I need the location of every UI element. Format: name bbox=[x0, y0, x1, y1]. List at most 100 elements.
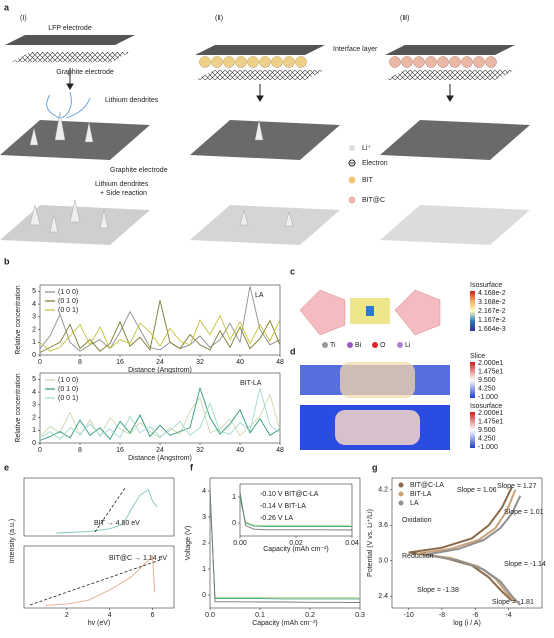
y-tick-label: 2 bbox=[32, 326, 36, 333]
x-tick-label: 48 bbox=[276, 359, 284, 366]
series-line bbox=[39, 388, 281, 440]
tangent bbox=[94, 487, 126, 533]
series-line bbox=[39, 314, 281, 352]
y-tick-label: 0 bbox=[202, 592, 206, 599]
x-axis-label: Capacity (mAh cm⁻²) bbox=[252, 620, 318, 627]
label: LFP electrode bbox=[48, 25, 92, 32]
label: Lithium dendrites bbox=[95, 181, 149, 188]
annotation: Oxidation bbox=[402, 517, 432, 524]
series-line bbox=[39, 286, 281, 352]
x-tick-label: -8 bbox=[439, 612, 445, 619]
column-label: (Ⅰ) bbox=[20, 15, 27, 22]
annotation: -0.26 V LA bbox=[260, 515, 293, 522]
annotation: Slope = 1.01 bbox=[504, 509, 544, 516]
x-tick-label: 8 bbox=[78, 359, 82, 366]
interface-particles bbox=[199, 56, 497, 68]
panel-letter: e bbox=[4, 462, 9, 472]
plot-frame bbox=[23, 477, 175, 537]
x-tick-label: 40 bbox=[236, 447, 244, 454]
colorbar-label: 1.475e1 bbox=[478, 368, 503, 375]
y-axis-label: Voltage (V) bbox=[185, 526, 192, 561]
colorbar-label: 1.475e1 bbox=[478, 418, 503, 425]
series-line bbox=[45, 555, 156, 606]
annotation: BIT → 4.60 eV bbox=[94, 520, 140, 527]
colorbar-label: 4.168e-2 bbox=[478, 290, 506, 297]
bit-particle bbox=[271, 56, 283, 68]
panel-letter: a bbox=[4, 2, 10, 12]
x-tick-label: 6 bbox=[151, 612, 155, 619]
x-axis-label: Capacity (mAh cm⁻²) bbox=[263, 546, 329, 553]
y-tick-label: 3.6 bbox=[378, 522, 388, 529]
panel-letter: b bbox=[4, 256, 10, 266]
anode-layers bbox=[0, 91, 530, 245]
legend-label: LA bbox=[410, 500, 419, 507]
y-tick-label: 1 bbox=[202, 566, 206, 573]
atom-label: O bbox=[380, 342, 386, 349]
tangent bbox=[29, 559, 161, 606]
annotation: -0.10 V BIT@C-LA bbox=[260, 491, 319, 498]
legend-label: BIT@C-LA bbox=[410, 482, 444, 489]
legend-label: (0 1 0) bbox=[58, 386, 78, 393]
bitc-particle bbox=[485, 56, 497, 68]
y-tick-label: 1 bbox=[32, 427, 36, 434]
legend-label: Electron bbox=[362, 160, 388, 167]
bitc-particle bbox=[413, 56, 425, 68]
y-tick-label: 0 bbox=[32, 440, 36, 447]
colorbar-label: 2.000e1 bbox=[478, 360, 503, 367]
bit-particle bbox=[259, 56, 271, 68]
bit-particle bbox=[223, 56, 235, 68]
annotation: Slope = 1.27 bbox=[497, 483, 537, 490]
bitc-particle bbox=[449, 56, 461, 68]
series-line bbox=[39, 300, 281, 353]
legend-label: (0 1 0) bbox=[58, 298, 78, 305]
x-tick-label: 0.3 bbox=[355, 612, 365, 619]
series-line bbox=[408, 486, 513, 602]
colorbar-label: 2.167e-2 bbox=[478, 308, 506, 315]
x-tick-label: 0.02 bbox=[289, 540, 303, 547]
plot-frame bbox=[39, 372, 281, 444]
annotation: Slope = 1.06 bbox=[457, 487, 497, 494]
legend-label: (0 0 1) bbox=[58, 395, 78, 402]
y-tick-label: 3 bbox=[32, 314, 36, 321]
x-tick-label: 0 bbox=[38, 359, 42, 366]
colorbar-label: -1.000 bbox=[478, 444, 498, 451]
colorbar-title: Isosurface bbox=[470, 282, 502, 289]
x-axis-label: Distance (Angstrom) bbox=[128, 367, 192, 374]
x-tick-label: -6 bbox=[472, 612, 478, 619]
legend-swatch bbox=[398, 500, 404, 506]
x-tick-label: 0.2 bbox=[305, 612, 315, 619]
x-tick-label: 48 bbox=[276, 447, 284, 454]
annotation: BIT-LA bbox=[240, 380, 262, 387]
bit-particle bbox=[247, 56, 259, 68]
x-tick-label: 32 bbox=[196, 359, 204, 366]
arrows bbox=[66, 68, 454, 102]
plot-frame bbox=[39, 284, 281, 356]
bitc-particle bbox=[437, 56, 449, 68]
colorbar-label: 9.500 bbox=[478, 427, 496, 434]
bitc-particle bbox=[389, 56, 401, 68]
x-tick-label: 24 bbox=[156, 359, 164, 366]
x-tick-label: 16 bbox=[116, 447, 124, 454]
colorbar-label: 4.250 bbox=[478, 435, 496, 442]
x-tick-label: 0.0 bbox=[205, 612, 215, 619]
bit-particle bbox=[199, 56, 211, 68]
bit-particle bbox=[295, 56, 307, 68]
label: Graphite electrode bbox=[56, 69, 114, 76]
x-tick-label: 24 bbox=[156, 447, 164, 454]
x-tick-label: 0.1 bbox=[255, 612, 265, 619]
colorbar-label: 9.500 bbox=[478, 377, 496, 384]
x-tick-label: 0.04 bbox=[345, 540, 359, 547]
y-tick-label: 3 bbox=[202, 514, 206, 521]
legend-swatch bbox=[398, 482, 404, 488]
bit-particle bbox=[283, 56, 295, 68]
x-tick-label: 16 bbox=[116, 359, 124, 366]
bit-particle bbox=[235, 56, 247, 68]
annotation: BIT@C → 1.14 eV bbox=[109, 555, 167, 562]
colorbar-label: 1.664e-3 bbox=[478, 326, 506, 333]
y-axis-label: Relative concentration bbox=[15, 373, 22, 442]
lfp-electrodes bbox=[5, 35, 515, 80]
series-line bbox=[239, 491, 353, 531]
bitc-particle bbox=[473, 56, 485, 68]
series-line bbox=[209, 490, 360, 600]
